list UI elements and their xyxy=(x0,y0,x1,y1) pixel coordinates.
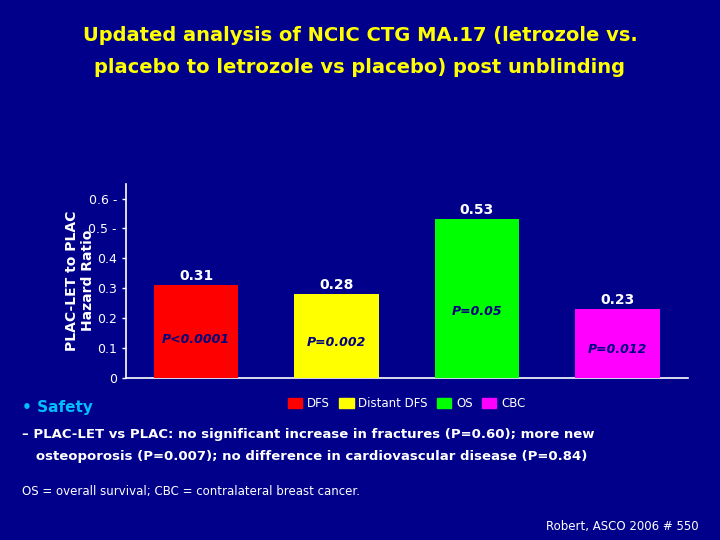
Y-axis label: PLAC-LET to PLAC
Hazard Ratio: PLAC-LET to PLAC Hazard Ratio xyxy=(65,211,95,351)
Text: P=0.002: P=0.002 xyxy=(307,336,366,349)
Legend: DFS, Distant DFS, OS, CBC: DFS, Distant DFS, OS, CBC xyxy=(284,393,530,415)
Text: 0.28: 0.28 xyxy=(320,278,354,292)
Text: osteoporosis (P=0.007); no difference in cardiovascular disease (P=0.84): osteoporosis (P=0.007); no difference in… xyxy=(22,450,587,463)
Text: 0.53: 0.53 xyxy=(460,204,494,218)
Text: • Safety: • Safety xyxy=(22,400,92,415)
Text: Updated analysis of NCIC CTG MA.17 (letrozole vs.: Updated analysis of NCIC CTG MA.17 (letr… xyxy=(83,25,637,45)
Text: 0.23: 0.23 xyxy=(600,293,634,307)
Text: Robert, ASCO 2006 # 550: Robert, ASCO 2006 # 550 xyxy=(546,520,698,533)
Text: OS = overall survival; CBC = contralateral breast cancer.: OS = overall survival; CBC = contralater… xyxy=(22,485,359,498)
Bar xyxy=(435,219,519,378)
Text: placebo to letrozole vs placebo) post unblinding: placebo to letrozole vs placebo) post un… xyxy=(94,58,626,77)
Text: – PLAC-LET vs PLAC: no significant increase in fractures (P=0.60); more new: – PLAC-LET vs PLAC: no significant incre… xyxy=(22,428,594,441)
Text: P=0.012: P=0.012 xyxy=(588,342,647,356)
Bar xyxy=(154,285,238,378)
Text: P<0.0001: P<0.0001 xyxy=(162,333,230,346)
Bar xyxy=(575,309,660,378)
Bar xyxy=(294,294,379,378)
Text: P=0.05: P=0.05 xyxy=(451,305,503,318)
Text: 0.31: 0.31 xyxy=(179,269,213,283)
